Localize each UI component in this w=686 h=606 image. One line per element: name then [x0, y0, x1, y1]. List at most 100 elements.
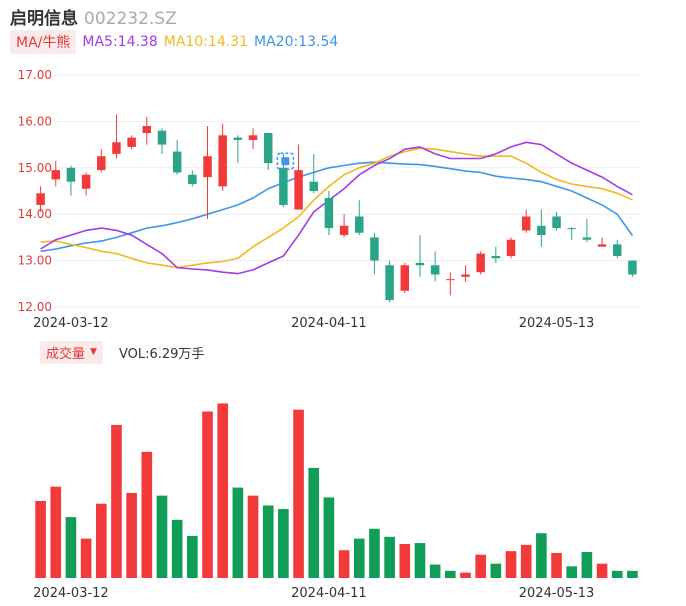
candle-body	[552, 216, 561, 229]
ma5-legend: MA5:14.38	[82, 34, 158, 50]
candle-body	[112, 142, 121, 154]
price-y-tick-label: 15.00	[18, 161, 52, 175]
candle-body	[127, 137, 136, 147]
volume-bar	[126, 492, 137, 578]
volume-bar	[384, 536, 395, 578]
candle	[582, 218, 592, 243]
stock-name: 启明信息	[10, 9, 78, 29]
candle	[203, 126, 212, 219]
caret-down-icon: ▼	[90, 347, 97, 357]
candle-body	[97, 156, 106, 171]
candle-body	[142, 126, 152, 133]
candle	[597, 237, 607, 247]
volume-bar	[369, 528, 380, 578]
volume-bar	[566, 566, 578, 578]
volume-bar	[353, 538, 365, 578]
volume-bar	[611, 570, 623, 578]
candle	[461, 265, 470, 282]
ma-legend: MA/牛熊 MA5:14.38 MA10:14.31 MA20:13.54	[10, 30, 338, 54]
candle-body	[400, 265, 410, 291]
candle	[97, 149, 106, 173]
volume-bar	[202, 411, 213, 578]
candle	[127, 135, 136, 150]
volume-bar	[95, 503, 107, 578]
candle	[188, 170, 197, 187]
candle-body	[51, 170, 61, 180]
candle	[263, 133, 273, 171]
cursor-marker-frame	[276, 152, 295, 171]
x-tick-label: 2024-03-12	[33, 586, 109, 601]
volume-bar	[111, 424, 122, 578]
candle-body	[203, 156, 212, 178]
ma20-line	[40, 161, 634, 253]
stock-code: 002232.SZ	[84, 9, 177, 29]
candle	[157, 128, 167, 154]
volume-bar	[429, 564, 441, 578]
candle	[415, 235, 425, 277]
volume-indicator-tag[interactable]: 成交量 ▼	[40, 340, 103, 364]
ma-indicator-tag[interactable]: MA/牛熊	[10, 30, 77, 54]
candle-body	[430, 265, 440, 275]
candle-body	[172, 151, 182, 173]
volume-bar	[141, 451, 153, 578]
candle-body	[582, 237, 592, 240]
volume-value: VOL:6.29万手	[118, 346, 205, 362]
candle	[218, 123, 227, 191]
volume-bar	[551, 552, 562, 578]
price-y-tick-label: 12.00	[18, 300, 52, 314]
price-y-tick-label: 14.00	[18, 207, 52, 221]
volume-bar	[445, 570, 456, 578]
candle-body	[339, 225, 349, 236]
candle	[355, 200, 364, 236]
candle	[248, 128, 258, 150]
volume-bar	[536, 533, 547, 578]
volume-bar	[278, 509, 289, 578]
price-x-axis: 2024-03-12 2024-04-11 2024-05-13	[33, 316, 594, 331]
candle-body	[506, 239, 516, 256]
volume-bar	[520, 544, 532, 578]
candle	[81, 172, 91, 196]
ma5-line-layer	[40, 141, 633, 275]
candle	[521, 209, 531, 233]
candle	[385, 260, 394, 303]
volume-bar	[187, 535, 198, 578]
ma10-legend: MA10:14.31	[163, 34, 249, 50]
volume-bar	[171, 519, 183, 578]
candle	[506, 237, 516, 259]
candle	[172, 139, 182, 175]
candle-body	[36, 193, 45, 205]
volume-bar	[596, 563, 608, 578]
candlestick-series	[36, 114, 637, 303]
volume-bar	[308, 467, 320, 578]
volume-bar	[475, 554, 486, 578]
volume-bar	[50, 486, 62, 578]
candle-body	[628, 260, 637, 275]
candle	[400, 262, 410, 294]
volume-tag-label: 成交量	[46, 346, 86, 362]
candle	[430, 251, 440, 282]
volume-bar	[232, 487, 244, 578]
candle-body	[81, 174, 91, 189]
candle	[612, 239, 622, 259]
volume-bar	[505, 551, 517, 578]
volume-bar-series	[35, 403, 638, 578]
candle-body	[415, 262, 425, 266]
candle	[491, 246, 501, 263]
candle-body	[461, 274, 470, 277]
candle	[628, 260, 637, 277]
x-tick-label: 2024-04-11	[291, 316, 367, 331]
candle	[294, 144, 303, 210]
candle-body	[567, 228, 576, 230]
ma20-legend: MA20:13.54	[254, 34, 339, 50]
candle-body	[279, 167, 288, 205]
candle	[142, 116, 152, 145]
candle-body	[491, 255, 501, 259]
ma10-line	[40, 147, 633, 269]
volume-bar	[247, 495, 259, 578]
candle-body	[294, 170, 303, 210]
candle-body	[521, 216, 531, 231]
volume-bar	[490, 563, 502, 578]
cursor-marker[interactable]	[276, 152, 295, 171]
x-tick-label: 2024-04-11	[291, 586, 367, 601]
